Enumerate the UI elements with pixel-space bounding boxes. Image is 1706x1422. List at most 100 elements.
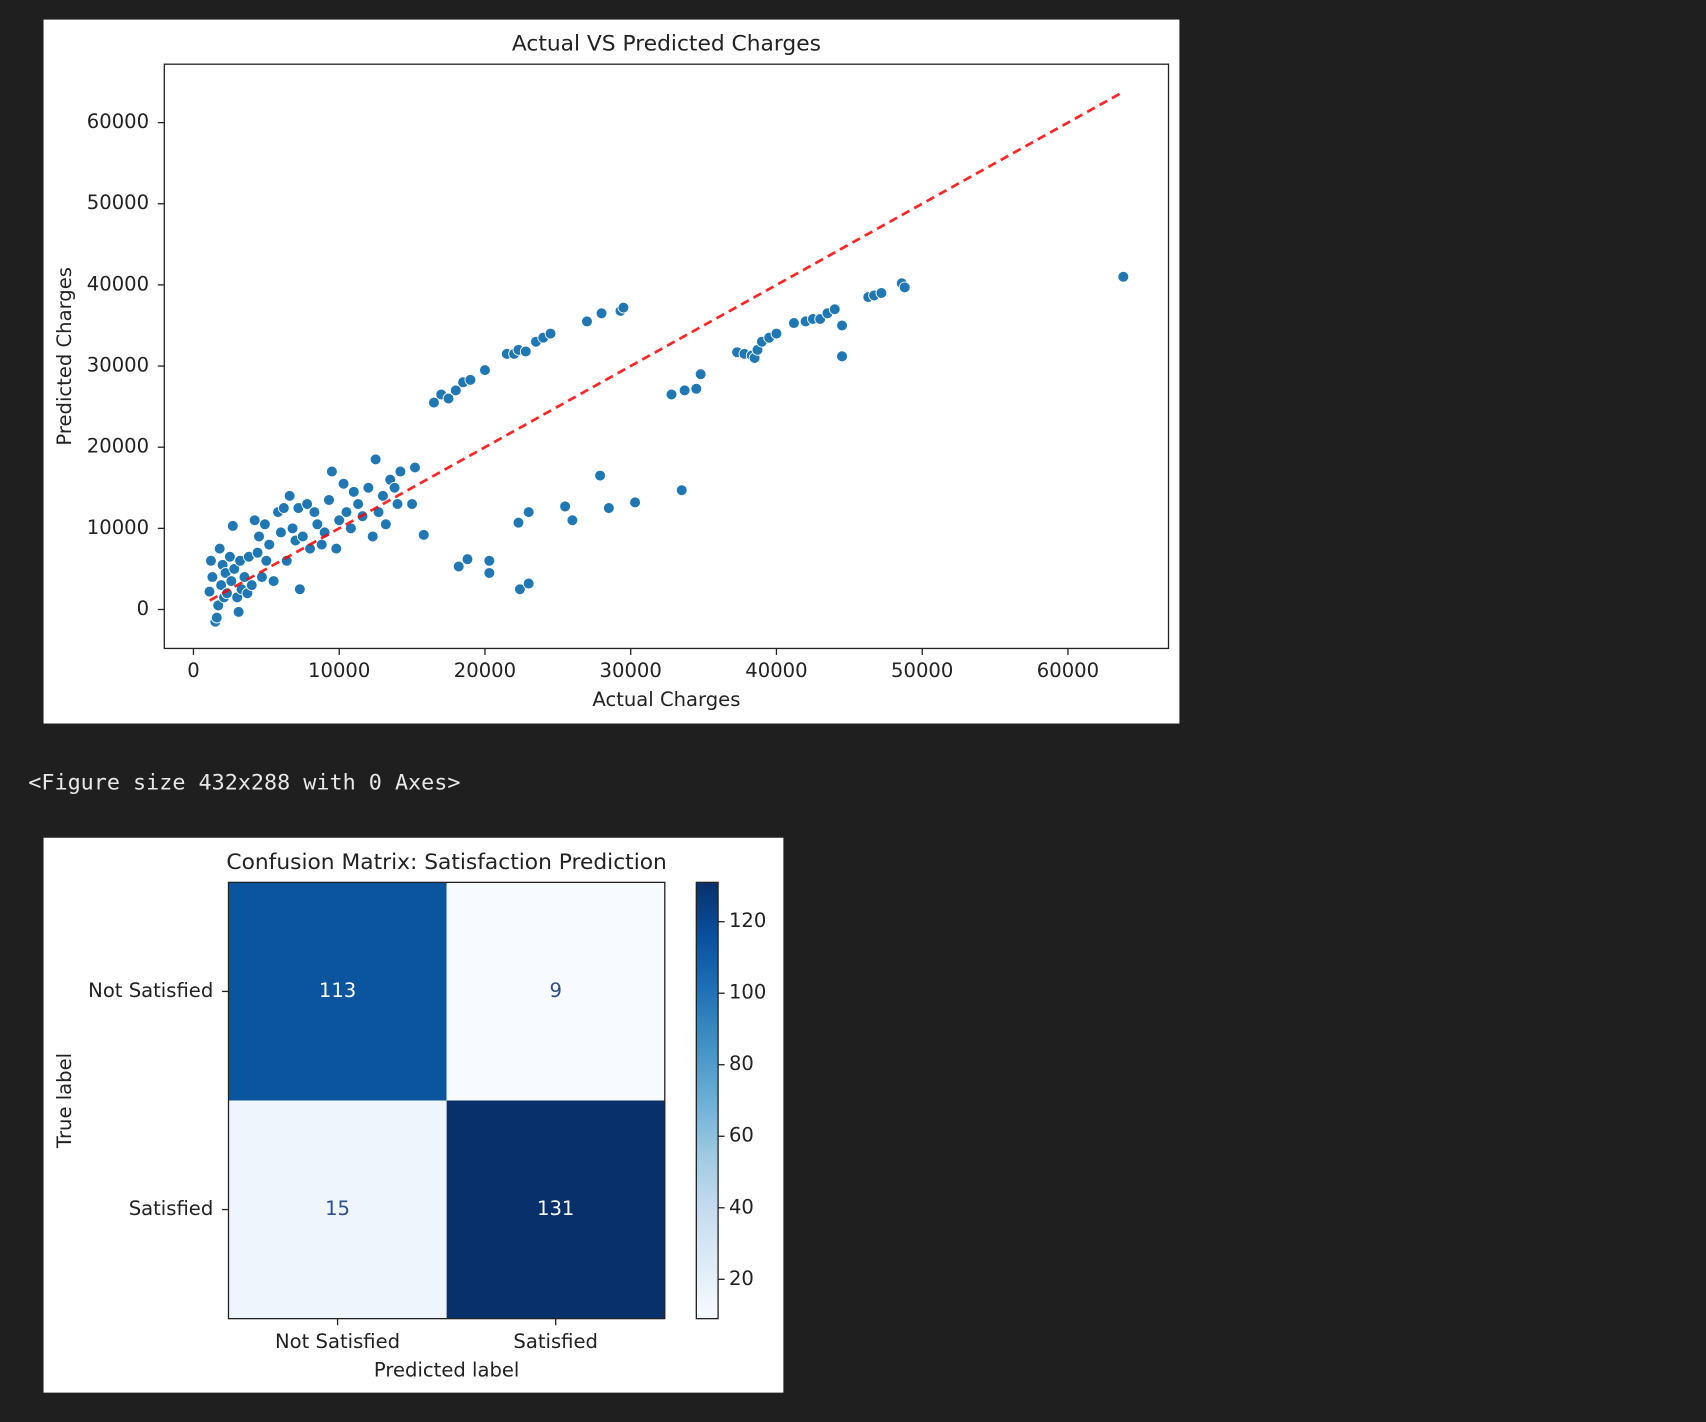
heatmap-cell xyxy=(228,882,447,1101)
scatter-point xyxy=(212,599,225,612)
cell-value: 113 xyxy=(319,979,356,1002)
scatter-point xyxy=(828,303,841,316)
x-tick-label: Not Satisfied xyxy=(275,1330,400,1353)
scatter-point xyxy=(483,567,496,579)
scatter-point xyxy=(362,481,375,494)
scatter-point xyxy=(522,577,535,590)
reference-line xyxy=(209,90,1124,602)
scatter-point xyxy=(770,327,783,340)
scatter-point xyxy=(417,528,430,541)
scatter-point xyxy=(836,350,848,363)
colorbar-tick-label: 40 xyxy=(729,1195,754,1218)
scatter-point xyxy=(675,484,688,497)
cell-value: 15 xyxy=(325,1197,350,1220)
scatter-point xyxy=(337,477,350,490)
scatter-point xyxy=(283,490,296,502)
scatter-point xyxy=(315,538,328,551)
scatter-point xyxy=(379,518,392,531)
scatter-point xyxy=(275,526,287,539)
scatter-point xyxy=(594,469,606,482)
scatter-point xyxy=(394,465,407,478)
scatter-point xyxy=(248,514,261,527)
scatter-point xyxy=(617,301,630,314)
cell-value: 131 xyxy=(537,1197,574,1220)
scatter-point xyxy=(347,485,360,498)
scatter-point xyxy=(213,542,226,555)
scatter-point xyxy=(406,498,418,510)
chart-title: Confusion Matrix: Satisfaction Predictio… xyxy=(226,850,666,875)
y-tick-label: 10000 xyxy=(87,516,149,539)
x-axis-label: Actual Charges xyxy=(592,688,740,711)
colorbar-tick-label: 120 xyxy=(729,909,766,932)
scatter-point xyxy=(267,575,280,587)
scatter-point xyxy=(690,382,703,395)
axes-frame xyxy=(163,63,1170,650)
scatter-point xyxy=(461,553,474,566)
y-tick-label: 50000 xyxy=(87,191,149,214)
scatter-point xyxy=(245,579,258,592)
scatter-point xyxy=(323,494,335,506)
scatter-point xyxy=(258,518,271,531)
scatter-point xyxy=(330,542,343,555)
x-tick-label: 60000 xyxy=(1037,659,1099,682)
scatter-point xyxy=(388,481,401,494)
y-tick-label: Not Satisfied xyxy=(88,979,213,1002)
colorbar-tick-label: 100 xyxy=(729,981,766,1004)
scatter-point xyxy=(256,571,268,583)
scatter-point xyxy=(352,498,365,510)
y-tick-label: 20000 xyxy=(87,435,149,458)
scatter-point xyxy=(377,490,389,502)
scatter-point xyxy=(391,498,404,510)
scatter-point xyxy=(340,506,353,518)
heatmap-cell xyxy=(228,1100,447,1319)
heatmap-cell xyxy=(446,882,665,1101)
scatter-point xyxy=(260,554,273,567)
scatter-point xyxy=(522,506,535,518)
scatter-point xyxy=(369,453,382,466)
x-tick-label: 40000 xyxy=(745,659,807,682)
x-tick-label: 10000 xyxy=(308,659,370,682)
scatter-point xyxy=(326,465,338,478)
scatter-point xyxy=(263,538,276,551)
scatter-point xyxy=(205,554,217,567)
output-text: <Figure size 432x288 with 0 Axes> xyxy=(28,770,460,795)
scatter-point xyxy=(512,516,525,529)
scatter-point xyxy=(311,518,324,531)
scatter-point xyxy=(296,530,309,543)
x-tick-label: 50000 xyxy=(891,659,953,682)
scatter-point xyxy=(788,317,800,329)
scatter-point xyxy=(483,554,496,567)
scatter-point xyxy=(277,502,290,514)
figure-background xyxy=(43,19,1180,724)
x-tick-label: Satisfied xyxy=(513,1330,598,1353)
scatter-point xyxy=(428,396,440,409)
scatter-point xyxy=(203,585,216,598)
y-axis-label: True label xyxy=(53,1053,76,1149)
colorbar-tick-label: 80 xyxy=(729,1052,754,1075)
scatter-point xyxy=(409,461,421,474)
y-tick-label: 0 xyxy=(137,597,149,620)
y-tick-label: 30000 xyxy=(87,354,149,377)
scatter-point xyxy=(226,520,239,532)
scatter-point xyxy=(898,281,911,294)
y-tick-label: 40000 xyxy=(87,272,149,295)
x-tick-label: 0 xyxy=(187,659,199,682)
scatter-point xyxy=(210,611,223,624)
scatter-point xyxy=(308,506,321,518)
cell-value: 9 xyxy=(549,979,561,1002)
scatter-point xyxy=(875,287,888,299)
scatter-point xyxy=(224,550,236,563)
scatter-point xyxy=(595,307,608,320)
scatter-point xyxy=(665,388,678,401)
scatter-point xyxy=(293,583,306,596)
scatter-point xyxy=(559,500,571,513)
scatter-point xyxy=(629,496,641,509)
colorbar-tick-label: 60 xyxy=(729,1124,754,1147)
colorbar-tick-label: 20 xyxy=(729,1267,754,1290)
colorbar xyxy=(695,881,719,1320)
scatter-point xyxy=(479,364,491,376)
scatter-point xyxy=(225,575,238,587)
scatter-point xyxy=(514,583,526,596)
scatter-point xyxy=(452,560,465,573)
